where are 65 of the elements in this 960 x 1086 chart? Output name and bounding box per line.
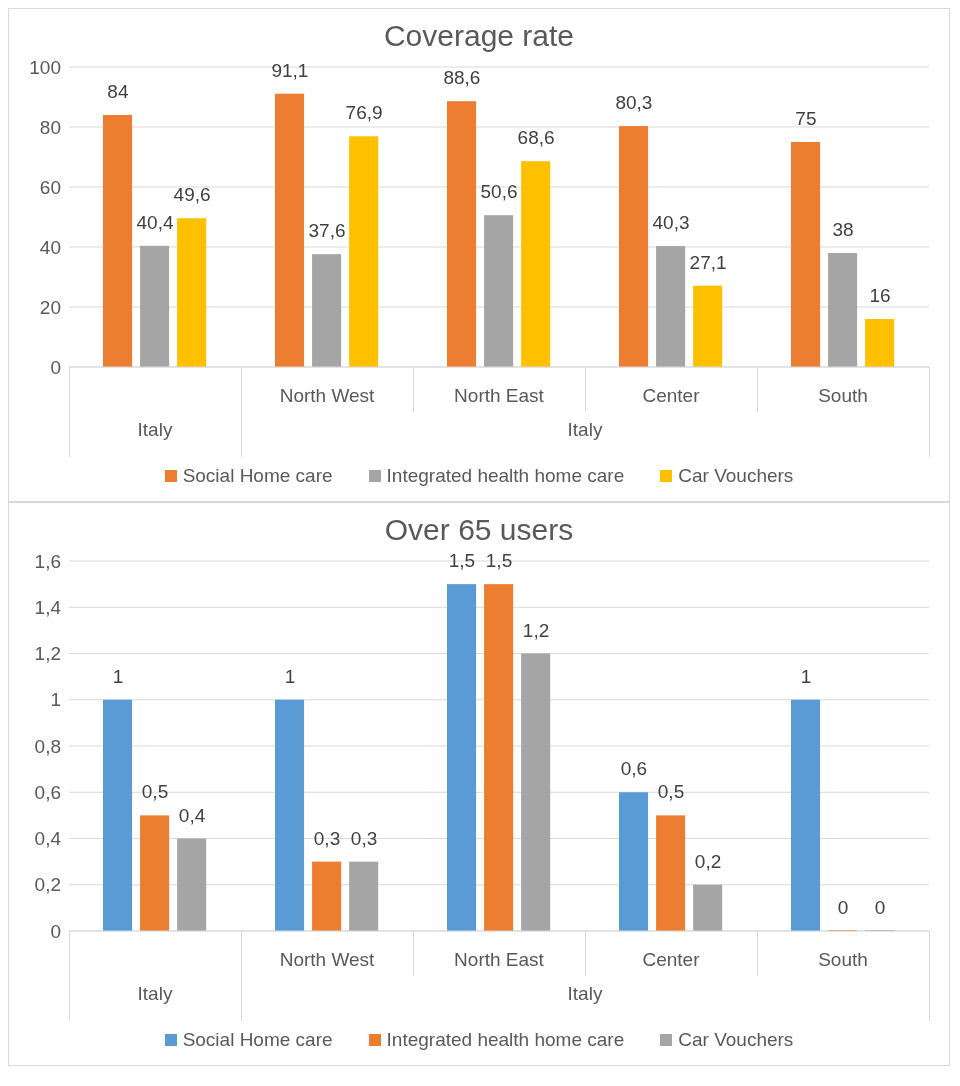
y-tick-label: 40 xyxy=(39,236,61,258)
chart-title: Over 65 users xyxy=(383,512,575,548)
chart-title: Coverage rate xyxy=(382,18,576,54)
x-tick-label: South xyxy=(818,385,868,407)
data-label: 38 xyxy=(831,219,855,241)
data-label: 84 xyxy=(106,81,130,103)
x-tick-label: South xyxy=(818,949,868,971)
y-tick-label: 1,2 xyxy=(34,643,61,665)
text: Italy xyxy=(136,983,174,1005)
data-label: 0,5 xyxy=(656,781,686,804)
x-tick-label: Center xyxy=(642,385,701,407)
data-label: 0,2 xyxy=(693,850,723,873)
y-tick-label: 1,6 xyxy=(34,550,61,572)
data-label: 80,3 xyxy=(614,92,654,115)
y-tick-label: 0,8 xyxy=(34,735,61,757)
text: Italy xyxy=(566,419,604,441)
legend-label: Integrated health home care xyxy=(386,465,625,487)
x-tick-label: North East xyxy=(454,385,545,407)
data-label: 0,5 xyxy=(140,781,170,804)
data-label: 75 xyxy=(794,108,818,130)
data-label: 0 xyxy=(837,897,849,918)
y-tick-label: 60 xyxy=(39,176,61,198)
data-label: 1,5 xyxy=(448,550,476,572)
x-tick-label: North West xyxy=(279,949,376,971)
y-tick-label: 0 xyxy=(50,920,61,942)
data-label: 0 xyxy=(874,897,886,918)
legend-label: Social Home care xyxy=(182,1029,333,1051)
x-tick-label: North East xyxy=(454,949,545,971)
text: Italy xyxy=(566,983,604,1005)
y-tick-label: 0,4 xyxy=(34,828,62,850)
legend-label: Car Vouchers xyxy=(678,1029,794,1051)
x-tick-label: North West xyxy=(279,385,376,407)
y-tick-label: 0,2 xyxy=(34,874,61,896)
data-label: 1 xyxy=(799,665,813,688)
legend-label: Social Home care xyxy=(182,465,333,487)
data-label: 1 xyxy=(283,665,297,688)
data-label: 1 xyxy=(111,665,125,688)
y-tick-label: 1,4 xyxy=(34,596,62,618)
y-tick-label: 100 xyxy=(29,56,61,78)
data-label: 49,6 xyxy=(172,184,212,207)
data-label: 27,1 xyxy=(688,251,728,274)
data-label: 88,6 xyxy=(442,67,482,90)
y-tick-label: 0,6 xyxy=(34,781,61,803)
data-label: 76,9 xyxy=(344,102,384,125)
data-label: 37,6 xyxy=(307,220,347,243)
legend-label: Car Vouchers xyxy=(678,465,794,487)
data-label: 0,4 xyxy=(177,804,207,827)
data-label: 91,1 xyxy=(270,59,310,82)
data-label: 40,3 xyxy=(651,212,691,235)
data-label: 0,3 xyxy=(313,827,341,849)
data-label: 1,2 xyxy=(521,619,551,642)
y-tick-label: 20 xyxy=(39,296,61,318)
x-tick-label: Center xyxy=(642,949,701,971)
data-label: 1,5 xyxy=(485,550,513,572)
data-label: 68,6 xyxy=(516,127,556,150)
data-label: 0,6 xyxy=(619,758,649,781)
data-label: 16 xyxy=(868,285,892,307)
legend-label: Integrated health home care xyxy=(386,1029,625,1051)
text: Italy xyxy=(136,419,174,441)
y-tick-label: 80 xyxy=(39,116,61,138)
y-tick-label: 0 xyxy=(50,356,61,378)
data-label: 0,3 xyxy=(350,827,378,849)
y-tick-label: 1 xyxy=(50,689,61,711)
data-label: 50,6 xyxy=(479,181,519,204)
data-label: 40,4 xyxy=(135,211,175,234)
